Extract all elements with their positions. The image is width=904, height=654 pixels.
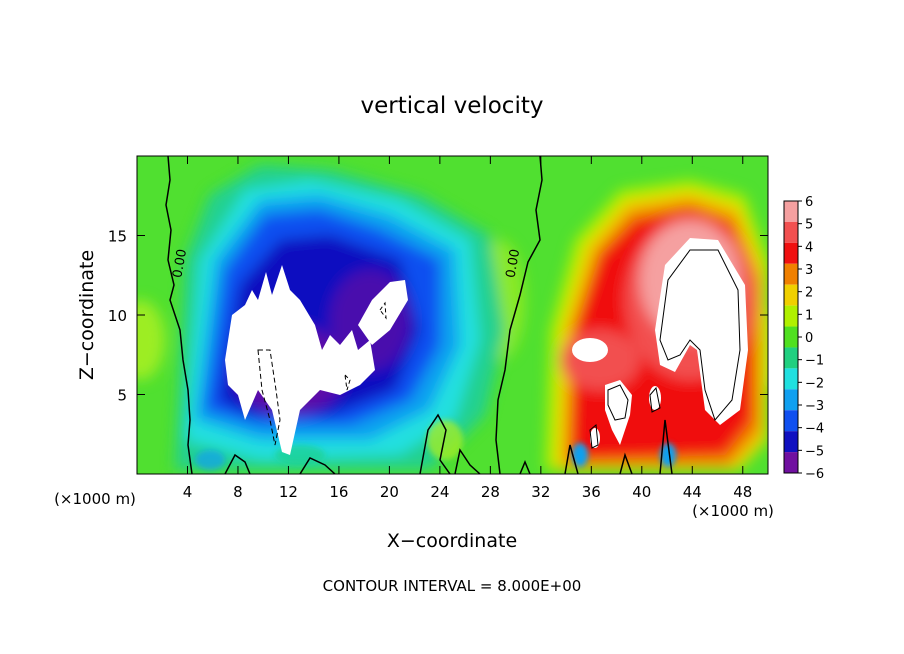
x-axis-label: X−coordinate — [387, 530, 517, 552]
colorbar-swatch — [784, 242, 798, 264]
x-tick-label: 32 — [531, 483, 550, 501]
x-unit-right: (×1000 m) — [692, 502, 774, 520]
colorbar-label: 5 — [805, 218, 813, 233]
downdraft-core — [225, 265, 408, 455]
y-axis-label: Z−coordinate — [76, 250, 98, 380]
colorbar-swatch — [784, 201, 798, 222]
colorbar-swatch — [784, 410, 798, 432]
x-tick-label: 36 — [582, 483, 601, 501]
colorbar-swatch — [784, 368, 798, 390]
colorbar-label: 1 — [805, 308, 813, 323]
y-tick-label: 5 — [117, 387, 127, 405]
heatmap-field — [137, 156, 768, 474]
contour-interval-note: CONTOUR INTERVAL = 8.000E+00 — [323, 577, 582, 595]
y-axis-ticks: 5 10 15 — [108, 228, 768, 405]
updraft-core — [572, 238, 748, 448]
colorbar-label: 6 — [805, 195, 813, 210]
colorbar-label: 0 — [805, 331, 813, 346]
x-tick-label: 48 — [733, 483, 752, 501]
colorbar-swatch — [784, 305, 798, 327]
x-tick-label: 20 — [380, 483, 399, 501]
x-tick-label: 8 — [233, 483, 243, 501]
colorbar-swatch — [784, 347, 798, 369]
colorbar-label: 4 — [805, 240, 813, 255]
x-tick-label: 12 — [279, 483, 298, 501]
x-tick-label: 44 — [683, 483, 702, 501]
x-tick-label: 16 — [329, 483, 348, 501]
colorbar-swatch — [784, 263, 798, 285]
contour-label: 0.00 — [504, 248, 524, 279]
contour-label: 0.00 — [170, 248, 190, 279]
colorbar-label: −4 — [805, 422, 824, 437]
x-tick-label: 40 — [632, 483, 651, 501]
colorbar-label: −2 — [805, 376, 824, 391]
colorbar-swatch — [784, 284, 798, 306]
x-tick-label: 28 — [481, 483, 500, 501]
colorbar-label: −5 — [805, 444, 824, 459]
colorbar-swatch — [784, 389, 798, 411]
colorbar-swatch — [784, 452, 798, 473]
x-tick-label: 4 — [183, 483, 193, 501]
zero-contours — [165, 156, 673, 474]
colorbar-label: 2 — [805, 286, 813, 301]
colorbar-label: 3 — [805, 263, 813, 278]
colorbar: 6 5 4 3 2 1 0 −1 −2 −3 −4 −5 −6 — [783, 195, 824, 482]
colorbar-swatch — [784, 431, 798, 453]
y-tick-label: 15 — [108, 228, 127, 246]
colorbar-label: −1 — [805, 354, 824, 369]
x-axis-ticks: 4 8 12 16 20 24 28 32 36 40 44 48 — [183, 156, 752, 501]
x-unit-left: (×1000 m) — [54, 490, 136, 508]
y-tick-label: 10 — [108, 307, 127, 325]
x-tick-label: 24 — [430, 483, 449, 501]
colorbar-swatch — [784, 221, 798, 243]
colorbar-label: −3 — [805, 399, 824, 414]
other-contours — [257, 249, 741, 449]
colorbar-swatch — [784, 326, 798, 348]
chart-title: vertical velocity — [361, 93, 544, 119]
colorbar-label: −6 — [805, 467, 824, 482]
contour-labels: 0.00 0.00 — [170, 248, 523, 279]
